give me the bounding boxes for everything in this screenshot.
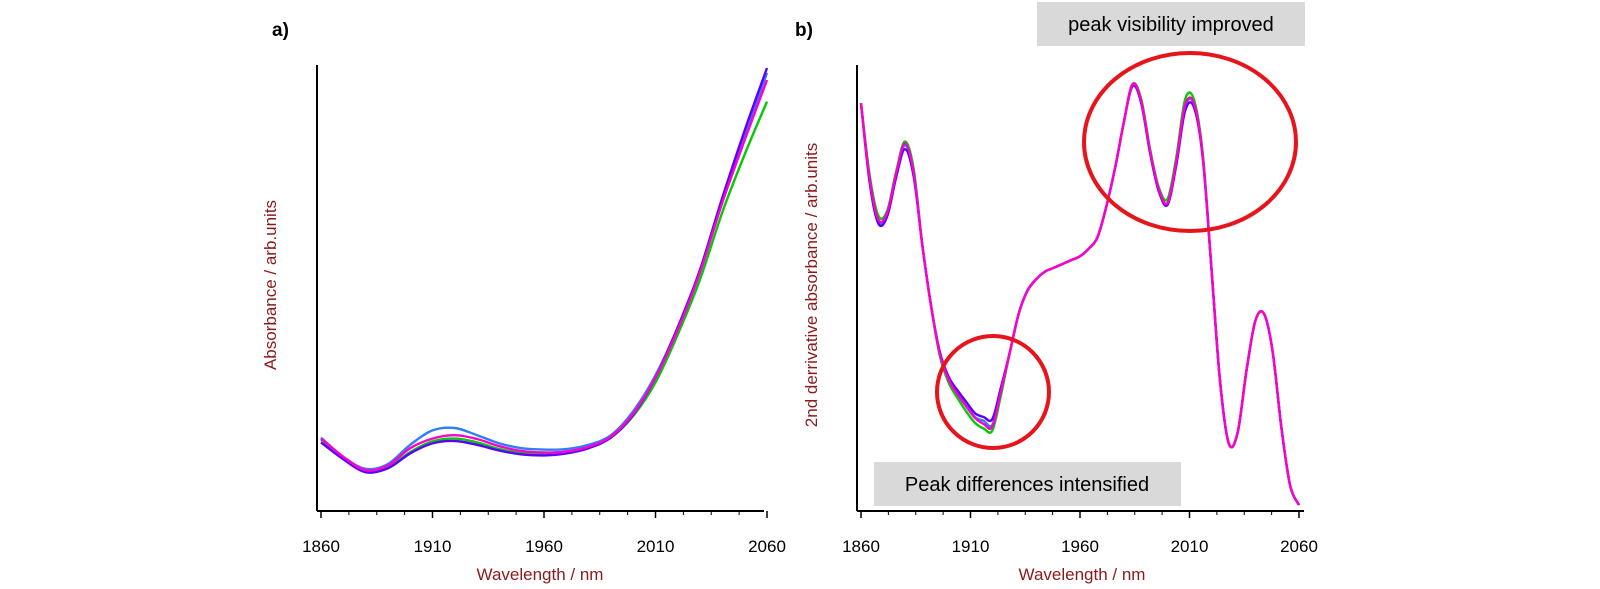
panel-a-series (320, 67, 769, 474)
panel-b-series-4-line (859, 82, 1301, 506)
panel-a-x-tick-label: 1960 (525, 537, 563, 556)
panel-a-series-4-line (320, 79, 769, 472)
panel-b-x-tick-label: 2060 (1280, 537, 1318, 556)
panel-a-y-title: Absorbance / arb.units (261, 200, 280, 370)
panel-a-series-2-line (320, 101, 769, 473)
peak-differences-circle (935, 334, 1051, 450)
panel-b: b) 1860 1910 1960 2010 2060 Wavelength / nm … (795, 2, 1318, 584)
panel-a-x-title: Wavelength / nm (477, 565, 604, 584)
panel-a-x-tick-label: 1910 (414, 537, 452, 556)
panel-b-x-tick-label: 1860 (842, 537, 880, 556)
callout-peak-differences-box (874, 462, 1181, 506)
callout-peak-differences-text: Peak differences intensified (905, 474, 1149, 496)
panel-b-series-2-line (859, 82, 1301, 506)
panel-b-label: b) (795, 20, 813, 41)
peak-visibility-circle (1082, 51, 1298, 233)
panel-b-x-title: Wavelength / nm (1019, 565, 1146, 584)
callout-peak-visibility-text: peak visibility improved (1068, 14, 1274, 36)
panel-b-x-tick-label: 1910 (952, 537, 990, 556)
panel-b-series-3-line (859, 84, 1301, 506)
callout-peak-visibility-box (1037, 2, 1305, 46)
panel-a-x-ticks: 1860 1910 1960 2010 2060 (302, 511, 786, 556)
panel-a-label: a) (272, 20, 289, 41)
panel-a-x-tick-label: 2060 (748, 537, 786, 556)
panel-a: a) 1860 1910 1960 2010 2060 Wavelength / nm … (261, 20, 786, 584)
panel-b-series (859, 82, 1301, 506)
panel-b-y-title: 2nd derrivative absorbance / arb.units (802, 143, 821, 427)
panel-b-x-ticks: 1860 1910 1960 2010 2060 (842, 511, 1318, 556)
panel-a-x-tick-label: 2010 (637, 537, 675, 556)
panel-a-x-tick-label: 1860 (302, 537, 340, 556)
panel-b-series-1-line (859, 82, 1301, 506)
panel-b-x-tick-label: 2010 (1171, 537, 1209, 556)
panel-b-x-tick-label: 1960 (1061, 537, 1099, 556)
